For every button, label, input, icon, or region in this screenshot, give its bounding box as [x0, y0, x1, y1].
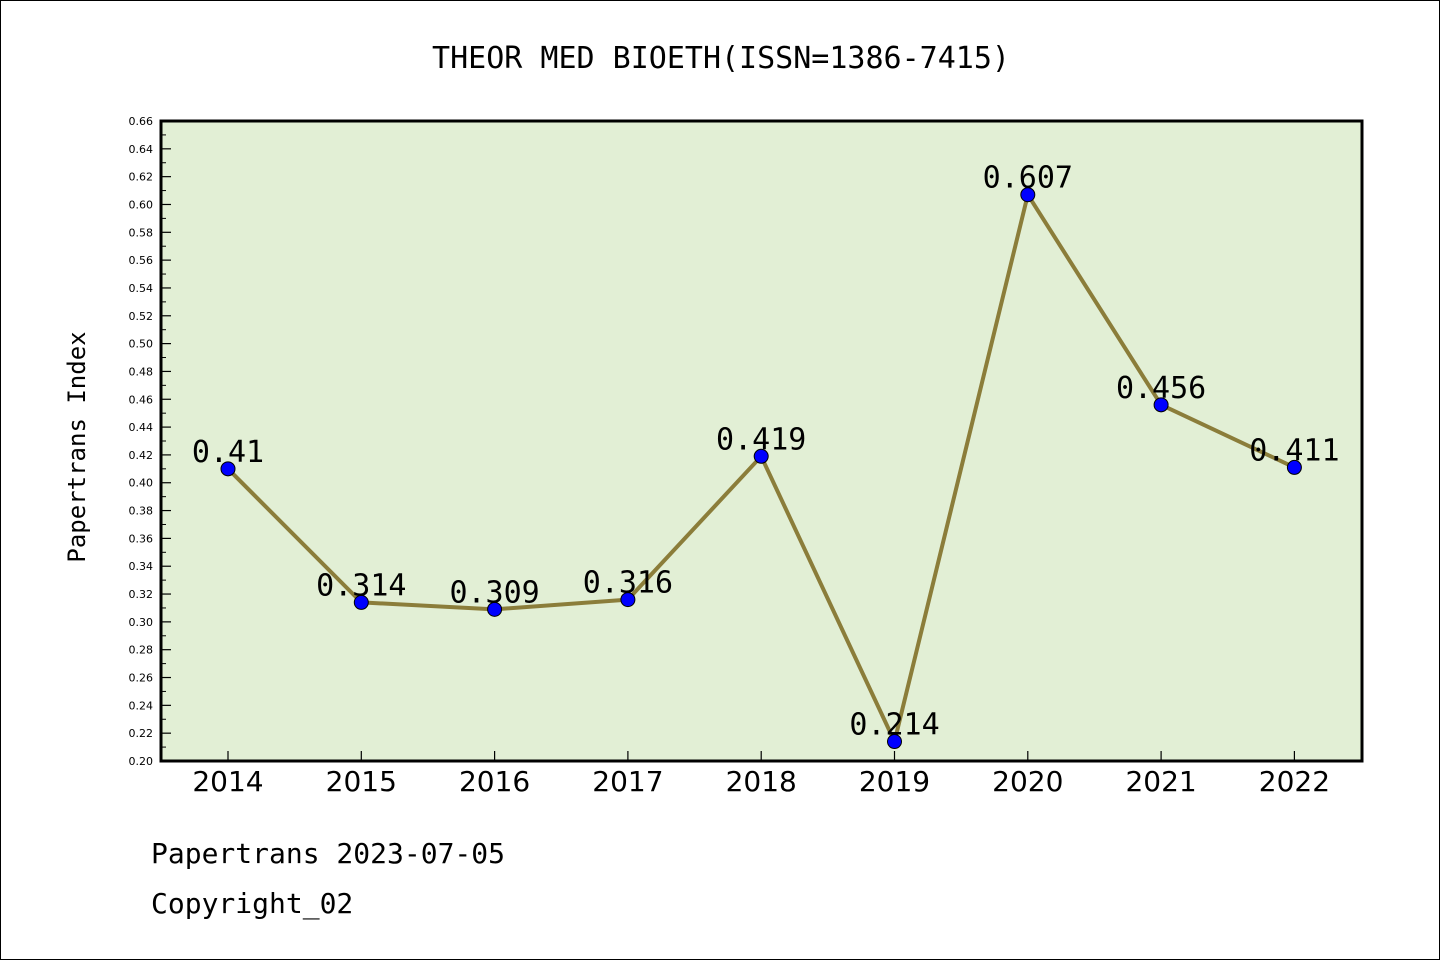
- data-label-2016: 0.309: [449, 575, 539, 610]
- y-tick-label: 0.38: [129, 505, 154, 518]
- y-tick-label: 0.20: [129, 755, 154, 768]
- y-tick-label: 0.56: [129, 254, 154, 267]
- y-tick-label: 0.22: [129, 727, 154, 740]
- data-point-2017: [620, 592, 636, 608]
- data-label-2014: 0.41: [192, 435, 264, 470]
- y-tick-label: 0.66: [129, 115, 154, 128]
- data-label-2021: 0.456: [1116, 371, 1206, 406]
- y-tick-label: 0.40: [129, 477, 154, 490]
- data-point-2021: [1153, 397, 1169, 413]
- x-tick-label: 2022: [1259, 765, 1330, 798]
- y-tick-label: 0.64: [129, 143, 154, 156]
- data-label-2015: 0.314: [316, 568, 406, 603]
- data-point-2022: [1286, 459, 1302, 475]
- data-label-2022: 0.411: [1249, 433, 1339, 468]
- x-tick-label: 2014: [192, 765, 263, 798]
- footer-copyright: Copyright_02: [151, 887, 354, 920]
- data-point-2020: [1020, 187, 1036, 203]
- y-tick-label: 0.24: [129, 699, 154, 712]
- y-tick-label: 0.62: [129, 171, 154, 184]
- x-tick-label: 2018: [726, 765, 797, 798]
- chart-title: THEOR MED BIOETH(ISSN=1386-7415): [432, 41, 1010, 76]
- plot-area: [159, 119, 1364, 763]
- y-tick-label: 0.32: [129, 588, 154, 601]
- data-point-2018: [753, 448, 769, 464]
- x-tick-label: 2015: [326, 765, 397, 798]
- x-tick-label: 2020: [992, 765, 1063, 798]
- data-point-2019: [887, 734, 902, 750]
- data-point-2016: [487, 601, 503, 617]
- y-tick-label: 0.42: [129, 449, 154, 462]
- y-tick-label: 0.28: [129, 644, 154, 657]
- data-label-2018: 0.419: [716, 422, 806, 457]
- x-tick-label: 2017: [592, 765, 663, 798]
- series-group: 0.41 0.314 0.309 0.316 0.419 0.214 0.607 0.456 0…: [192, 161, 1340, 750]
- x-tick-label: 2021: [1125, 765, 1196, 798]
- y-tick-label: 0.30: [129, 616, 154, 629]
- x-axis-ticks: 2014 2015 2016 2017 2018 2019 2020 2021 2022: [192, 751, 1330, 798]
- y-axis-label: Papertrans Index: [63, 331, 91, 562]
- x-tick-label: 2016: [459, 765, 530, 798]
- y-tick-label: 0.34: [129, 560, 154, 573]
- data-point-2014: [220, 461, 236, 477]
- x-tick-label: 2019: [859, 765, 930, 798]
- footer-date: Papertrans 2023-07-05: [151, 837, 506, 870]
- data-label-2017: 0.316: [583, 566, 673, 601]
- y-tick-label: 0.46: [129, 393, 154, 406]
- y-tick-label: 0.52: [129, 310, 154, 323]
- y-tick-label: 0.58: [129, 226, 154, 239]
- data-label-2020: 0.607: [983, 161, 1073, 196]
- y-tick-label: 0.44: [129, 421, 154, 434]
- y-tick-label: 0.50: [129, 338, 154, 351]
- y-axis-ticks: 0.20 0.22 0.24 0.26 0.28 0.30 0.32 0.34 0.36 0.38…: [129, 115, 171, 768]
- data-point-2015: [353, 594, 369, 610]
- y-tick-label: 0.36: [129, 532, 154, 545]
- y-tick-label: 0.60: [129, 198, 154, 211]
- y-tick-label: 0.48: [129, 365, 154, 378]
- y-tick-label: 0.26: [129, 672, 154, 685]
- data-label-2019: 0.214: [849, 708, 939, 743]
- y-tick-label: 0.54: [129, 282, 154, 295]
